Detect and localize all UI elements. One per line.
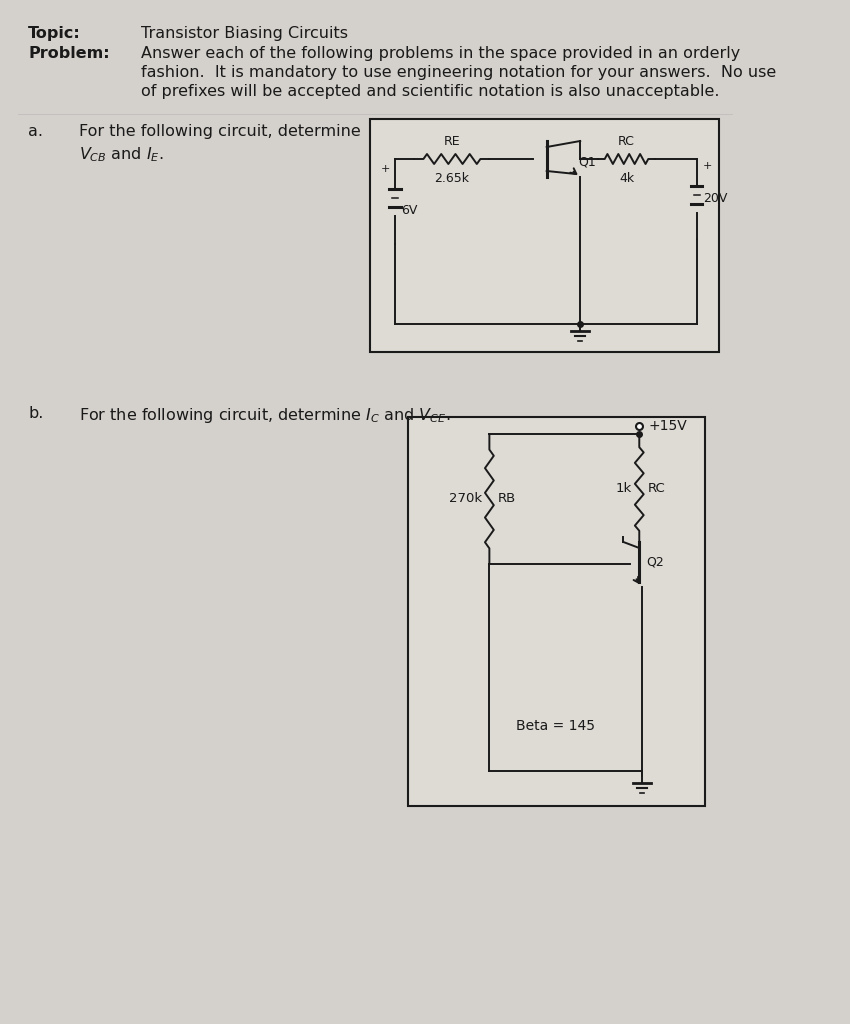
Text: a.: a. xyxy=(28,124,43,139)
Text: Answer each of the following problems in the space provided in an orderly: Answer each of the following problems in… xyxy=(141,46,740,61)
Text: 1k: 1k xyxy=(616,482,632,496)
Text: 4k: 4k xyxy=(619,172,634,185)
Text: b.: b. xyxy=(28,406,43,421)
Text: RE: RE xyxy=(444,135,460,148)
Text: of prefixes will be accepted and scientific notation is also unacceptable.: of prefixes will be accepted and scienti… xyxy=(141,84,720,99)
Text: Q1: Q1 xyxy=(579,156,596,169)
Text: For the following circuit, determine: For the following circuit, determine xyxy=(79,124,361,139)
Text: fashion.  It is mandatory to use engineering notation for your answers.  No use: fashion. It is mandatory to use engineer… xyxy=(141,65,776,80)
Text: 270k: 270k xyxy=(449,493,482,506)
Text: $V_{CB}$ and $I_E$.: $V_{CB}$ and $I_E$. xyxy=(79,145,164,164)
Text: Problem:: Problem: xyxy=(28,46,110,61)
Text: RB: RB xyxy=(498,493,517,506)
Text: 2.65k: 2.65k xyxy=(434,172,469,185)
Text: +15V: +15V xyxy=(648,419,687,433)
Text: +: + xyxy=(703,161,712,171)
Text: 6V: 6V xyxy=(401,205,417,217)
Text: 20V: 20V xyxy=(703,193,727,206)
Text: Transistor Biasing Circuits: Transistor Biasing Circuits xyxy=(141,26,348,41)
Bar xyxy=(371,119,718,352)
Bar xyxy=(408,417,706,806)
Text: RC: RC xyxy=(618,135,635,148)
Text: Topic:: Topic: xyxy=(28,26,81,41)
Text: RC: RC xyxy=(648,482,666,496)
Text: +: + xyxy=(382,164,391,174)
Text: For the following circuit, determine $I_C$ and $V_{CE}$.: For the following circuit, determine $I_… xyxy=(79,406,451,425)
Text: Q2: Q2 xyxy=(646,555,664,568)
Text: Beta = 145: Beta = 145 xyxy=(516,719,595,733)
